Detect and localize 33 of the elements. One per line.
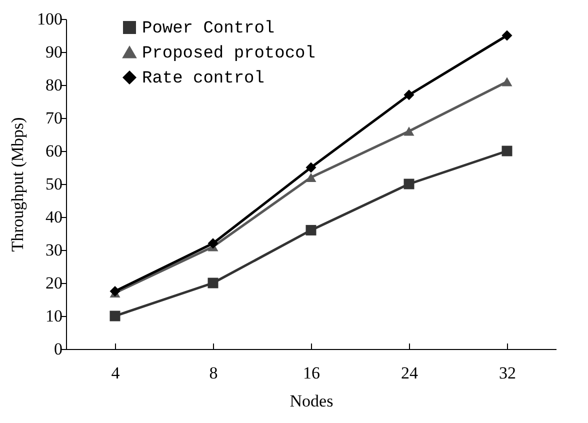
x-tick-label: 8 <box>209 364 218 382</box>
x-tick-label: 16 <box>303 364 320 382</box>
point <box>208 278 218 288</box>
y-tick-label: 40 <box>46 208 62 226</box>
point <box>306 224 316 236</box>
point <box>306 172 316 182</box>
y-tick-label: 70 <box>46 108 62 128</box>
point <box>208 238 218 249</box>
legend-label: Rate control <box>142 70 264 88</box>
point <box>502 146 512 156</box>
y-tick-label: 80 <box>46 76 62 94</box>
y-tick-label: 90 <box>46 42 62 62</box>
y-tick-label: 100 <box>37 10 62 28</box>
legend-label: Proposed protocol <box>142 44 316 64</box>
x-tick-label: 32 <box>499 364 516 382</box>
point <box>110 310 120 322</box>
y-tick-label: 60 <box>46 142 62 160</box>
y-tick-label: 30 <box>46 240 62 260</box>
legend-label: Power Control <box>142 20 275 38</box>
y-tick-label: 50 <box>46 174 62 194</box>
y-tick-label: 20 <box>46 274 62 292</box>
point <box>404 126 414 136</box>
point <box>502 77 512 86</box>
x-tick-label: 24 <box>401 364 418 382</box>
point <box>306 162 316 173</box>
point <box>404 90 414 100</box>
y-axis-title: Throughput (Mbps) <box>8 117 27 252</box>
point <box>502 30 512 41</box>
point <box>404 178 414 190</box>
x-tick-label: 4 <box>111 364 120 382</box>
x-axis-title: Nodes <box>290 392 334 410</box>
y-tick-label: 10 <box>46 306 62 326</box>
y-tick-label: 0 <box>54 340 62 358</box>
